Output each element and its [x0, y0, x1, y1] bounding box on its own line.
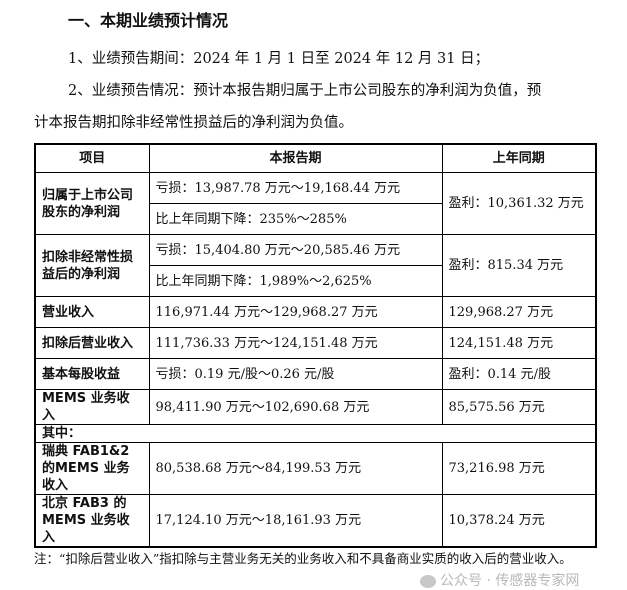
- prior-value: 129,968.27 万元: [441, 296, 597, 328]
- prior-value: 盈利：815.34 万元: [441, 234, 597, 297]
- row-label: 基本每股收益: [34, 358, 150, 390]
- header-prior: 上年同期: [441, 143, 597, 173]
- row-label: 扣除后营业收入: [34, 327, 150, 359]
- table-row: 比上年同期下降：235%～285%: [35, 203, 596, 235]
- current-value: 亏损：0.19 元/股～0.26 元/股: [148, 358, 443, 390]
- forecast-period: 1、业绩预告期间：2024 年 1 月 1 日至 2024 年 12 月 31 …: [68, 51, 490, 67]
- table-block: 项目 本报告期 上年同期 归属于上市公司股东的净利润 亏损：13,987.78 …: [34, 143, 597, 569]
- current-value: 116,971.44 万元～129,968.27 万元: [148, 296, 443, 328]
- current-value: 亏损：13,987.78 万元～19,168.44 万元: [148, 172, 443, 204]
- row-label: 北京 FAB3 的MEMS 业务收入: [34, 494, 150, 548]
- table-row: 扣除后营业收入 111,736.33 万元～124,151.48 万元 124,…: [34, 327, 597, 359]
- current-value: 111,736.33 万元～124,151.48 万元: [148, 327, 443, 359]
- table-row: MEMS 业务收入 98,411.90 万元～102,690.68 万元 85,…: [34, 389, 597, 425]
- watermark-text: 公众号 · 传感器专家网: [440, 573, 580, 589]
- header-item: 项目: [34, 143, 150, 173]
- section-title: 一、本期业绩预计情况: [68, 11, 229, 30]
- header-current: 本报告期: [148, 143, 443, 173]
- footnote: 注：“扣除后营业收入”指扣除与主营业务无关的业务收入和不具备商业实质的收入后的营…: [34, 551, 572, 566]
- table-row: 其中：: [34, 424, 597, 443]
- table-row: 归属于上市公司股东的净利润 亏损：13,987.78 万元～19,168.44 …: [34, 172, 597, 235]
- prior-value: 85,575.56 万元: [441, 389, 597, 425]
- current-value: 98,411.90 万元～102,690.68 万元: [148, 389, 443, 425]
- row-label: 归属于上市公司股东的净利润: [34, 172, 150, 235]
- watermark: 公众号 · 传感器专家网: [420, 570, 579, 590]
- row-label: 营业收入: [34, 296, 150, 328]
- table-row: 瑞典 FAB1&2 的MEMS 业务收入 80,538.68 万元～84,199…: [34, 442, 597, 495]
- prior-value: 124,151.48 万元: [441, 327, 597, 359]
- table-row: 营业收入 116,971.44 万元～129,968.27 万元 129,968…: [34, 296, 597, 328]
- table-row: 北京 FAB3 的MEMS 业务收入 17,124.10 万元～18,161.9…: [34, 494, 597, 548]
- change-value: 比上年同期下降：1,989%～2,625%: [148, 265, 443, 297]
- row-label-among: 其中：: [34, 424, 597, 443]
- forecast-situation-cont: 计本报告期扣除非经常性损益后的净利润为负值。: [34, 115, 353, 131]
- row-label: 扣除非经常性损益后的净利润: [34, 234, 150, 297]
- prior-value: 10,378.24 万元: [441, 494, 597, 548]
- forecast-table: 项目 本报告期 上年同期 归属于上市公司股东的净利润 亏损：13,987.78 …: [34, 143, 597, 548]
- current-value: 17,124.10 万元～18,161.93 万元: [148, 494, 443, 548]
- current-value: 亏损：15,404.80 万元～20,585.46 万元: [148, 234, 443, 266]
- table-header: 项目 本报告期 上年同期: [34, 143, 597, 173]
- prior-value: 盈利：0.14 元/股: [441, 358, 597, 390]
- row-label: MEMS 业务收入: [34, 389, 150, 425]
- row-label: 瑞典 FAB1&2 的MEMS 业务收入: [34, 442, 150, 495]
- forecast-situation: 2、业绩预告情况：预计本报告期归属于上市公司股东的净利润为负值，预: [68, 83, 542, 99]
- wechat-icon: [420, 574, 436, 588]
- table-row: 比上年同期下降：1,989%～2,625%: [35, 265, 596, 297]
- change-value: 比上年同期下降：235%～285%: [148, 203, 443, 235]
- prior-value: 盈利：10,361.32 万元: [441, 172, 597, 235]
- current-value: 80,538.68 万元～84,199.53 万元: [148, 442, 443, 495]
- table-row: 基本每股收益 亏损：0.19 元/股～0.26 元/股 盈利：0.14 元/股: [34, 358, 597, 390]
- table-row: 扣除非经常性损益后的净利润 亏损：15,404.80 万元～20,585.46 …: [34, 234, 597, 297]
- prior-value: 73,216.98 万元: [441, 442, 597, 495]
